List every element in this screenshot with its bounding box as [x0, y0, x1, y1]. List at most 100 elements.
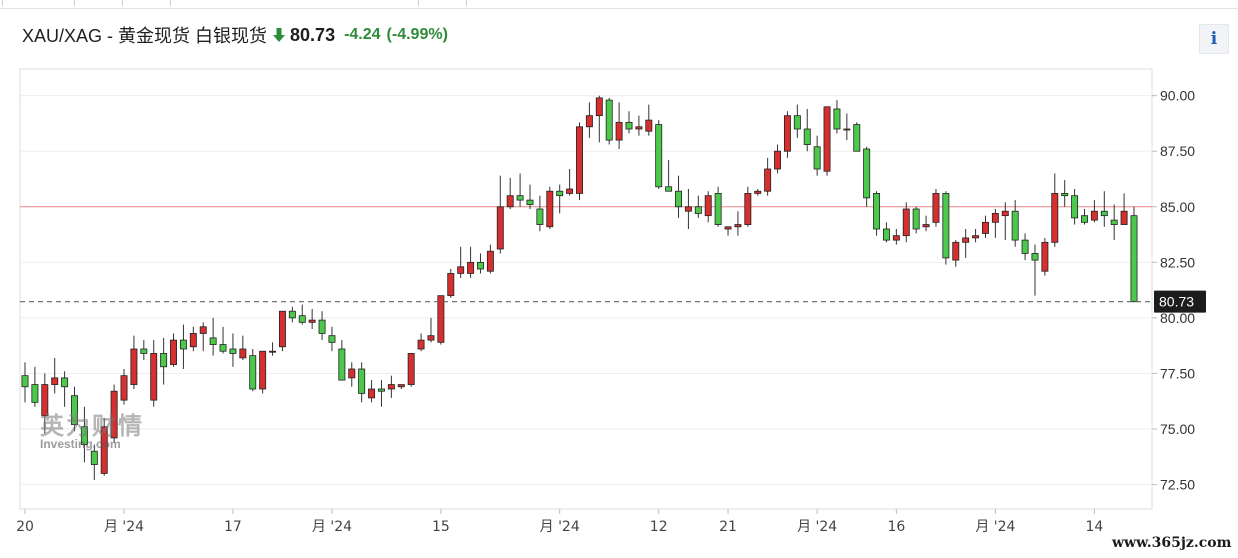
price-change-percent: (-4.99%) [386, 26, 448, 43]
candle-body [675, 190, 682, 208]
candle [576, 122, 583, 201]
candle [635, 115, 643, 136]
last-price-line: 80.73 [20, 290, 1206, 313]
candle-body [298, 315, 306, 323]
candle [477, 253, 484, 274]
candle-body [526, 199, 534, 205]
candle [140, 340, 148, 361]
candle [625, 111, 633, 134]
x-tick-label: 12 [650, 519, 668, 535]
candle-body [655, 124, 663, 188]
candle [427, 317, 435, 343]
candle [1031, 244, 1039, 296]
candle [843, 113, 851, 141]
candle-body [902, 208, 910, 237]
candle [942, 191, 950, 265]
instrument-header: XAU/XAG - 黄金现货 白银现货 80.73 -4.24 (-4.99%) [22, 22, 448, 48]
candle-body [536, 208, 544, 225]
candle-body [486, 250, 494, 272]
candle [1041, 237, 1049, 276]
candle [397, 384, 405, 389]
candle [892, 229, 900, 245]
plot-area [19, 68, 1153, 510]
candle [467, 246, 475, 278]
candle-body [942, 193, 950, 259]
candle-body [427, 335, 435, 341]
candle [952, 240, 960, 267]
price-change: -4.24 [344, 26, 381, 43]
candle [170, 333, 177, 367]
candle [1071, 189, 1079, 225]
candle-body [972, 235, 980, 239]
candle-body [1130, 215, 1138, 303]
candle [605, 97, 613, 145]
candle [308, 309, 316, 329]
candle [457, 246, 465, 278]
candle-body [1090, 210, 1098, 221]
candle-body [457, 266, 465, 274]
candle-body [41, 384, 49, 417]
candle-body [348, 368, 356, 379]
candle-body [665, 186, 673, 192]
candle-body [179, 339, 187, 350]
candle-body [684, 206, 692, 212]
candle-body [130, 348, 138, 385]
candle [21, 362, 29, 403]
candle-body [1071, 195, 1079, 219]
candle [982, 215, 989, 238]
candle-body [605, 99, 613, 141]
candle [754, 189, 762, 196]
candle-body [259, 350, 267, 390]
candle [259, 350, 267, 394]
candle-body [377, 388, 385, 392]
candle-body [437, 295, 445, 343]
y-tick-label: 87.50 [1160, 143, 1195, 159]
candle [863, 146, 871, 207]
candle [793, 104, 801, 138]
candle-body [734, 224, 742, 228]
candle [90, 444, 98, 481]
candle [1100, 191, 1108, 227]
candle-body [189, 333, 197, 348]
candle-body [318, 319, 326, 334]
info-button[interactable]: i [1199, 24, 1229, 54]
candle-body [833, 108, 841, 130]
candle [516, 173, 524, 207]
candle [556, 184, 564, 214]
x-tick-label: 月 '24 [312, 519, 352, 535]
candle-body [516, 195, 524, 201]
candle-body [1021, 239, 1029, 254]
candle [962, 229, 970, 258]
candle-body [278, 310, 286, 348]
candle-body [160, 353, 168, 368]
candle-body [269, 350, 277, 353]
candle [526, 184, 534, 209]
candle-body [358, 368, 366, 394]
x-tick-label: 月 '24 [104, 519, 144, 535]
candle-body [546, 190, 554, 228]
candle [269, 342, 277, 356]
candle-body [100, 426, 108, 474]
candle-body [823, 106, 831, 172]
candle [1110, 204, 1118, 241]
candle [318, 311, 326, 341]
candle-body [288, 310, 296, 319]
candle-body [932, 193, 940, 223]
candle [368, 380, 376, 403]
candle [61, 371, 69, 407]
candle [358, 362, 366, 403]
candle [209, 317, 217, 356]
last-price: 80.73 [290, 24, 336, 45]
candle [506, 177, 514, 209]
candle [585, 102, 593, 138]
candle-body [209, 337, 217, 345]
candle-body [477, 261, 484, 270]
candle [991, 209, 999, 238]
candle-body [249, 355, 257, 390]
candle [1021, 233, 1029, 261]
y-tick-label: 77.50 [1160, 365, 1195, 381]
candle [1011, 200, 1019, 247]
candle-body [51, 377, 59, 385]
last-price-badge-label: 80.73 [1159, 294, 1194, 310]
